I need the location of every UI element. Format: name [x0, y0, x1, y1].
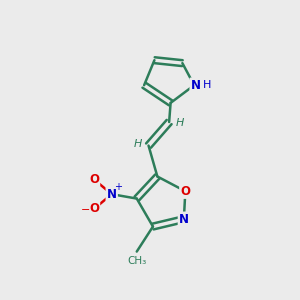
Text: +: +: [114, 182, 122, 192]
Text: N: N: [190, 79, 201, 92]
Text: O: O: [89, 173, 99, 186]
Text: CH₃: CH₃: [127, 256, 146, 266]
Text: N: N: [179, 213, 189, 226]
Text: H: H: [134, 139, 142, 149]
Text: O: O: [180, 185, 190, 198]
Text: N: N: [107, 188, 117, 201]
Text: −: −: [81, 206, 91, 215]
Text: H: H: [203, 80, 212, 90]
Text: O: O: [89, 202, 99, 215]
Text: H: H: [175, 118, 184, 128]
